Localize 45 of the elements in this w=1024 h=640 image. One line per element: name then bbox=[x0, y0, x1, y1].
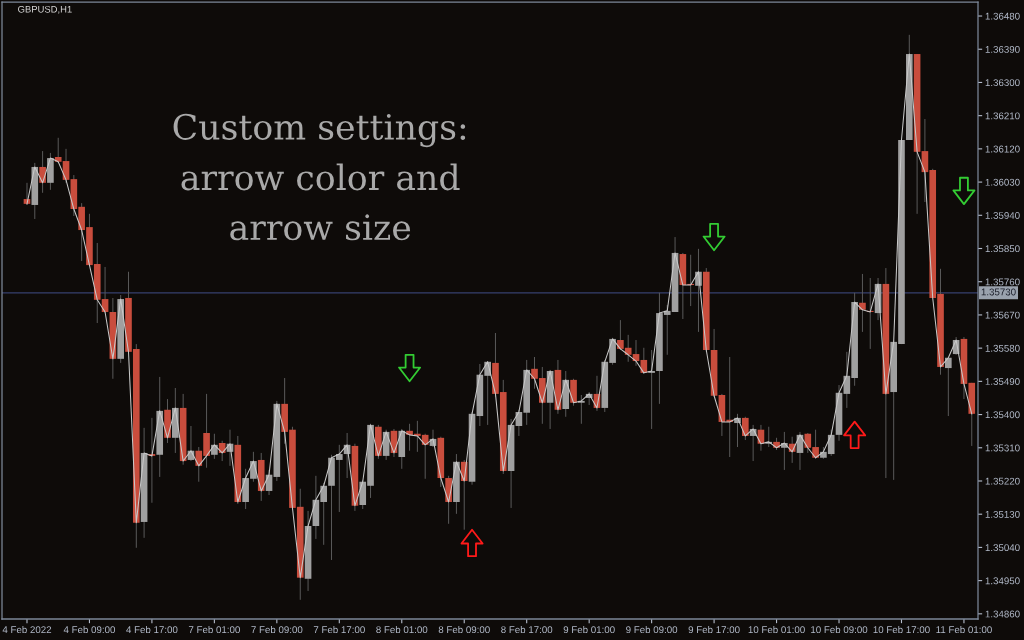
x-tick-label: 7 Feb 01:00 bbox=[188, 625, 240, 634]
y-tick-label: 1.35130 bbox=[985, 510, 1020, 518]
y-tick-label: 1.36030 bbox=[985, 178, 1020, 186]
y-tick-label: 1.36480 bbox=[985, 12, 1020, 20]
x-tick-label: 4 Feb 2022 bbox=[2, 625, 52, 634]
y-tick-label: 1.35760 bbox=[985, 278, 1020, 286]
x-tick-label: 9 Feb 09:00 bbox=[626, 625, 678, 634]
candlestick bbox=[570, 378, 577, 407]
x-tick-label: 7 Feb 17:00 bbox=[313, 625, 365, 634]
y-tick-label: 1.35400 bbox=[985, 411, 1020, 419]
y-tick-label: 1.36120 bbox=[985, 145, 1020, 153]
x-tick-label: 8 Feb 01:00 bbox=[376, 625, 428, 634]
chart-title: GBPUSD,H1 bbox=[18, 5, 72, 14]
y-tick-label: 1.35220 bbox=[985, 477, 1020, 485]
x-tick-label: 8 Feb 09:00 bbox=[438, 625, 490, 634]
y-tick-label: 1.35670 bbox=[985, 311, 1020, 319]
x-tick-label: 10 Feb 17:00 bbox=[873, 625, 930, 634]
x-tick-label: 10 Feb 09:00 bbox=[811, 625, 868, 634]
annotation: Custom settings: arrow color and arrow size bbox=[173, 113, 466, 241]
y-tick-label: 1.35940 bbox=[985, 212, 1020, 219]
y-tick-label: 1.35040 bbox=[985, 544, 1020, 552]
y-tick-label: 1.35850 bbox=[985, 245, 1020, 253]
x-tick-label: 10 Feb 01:00 bbox=[748, 625, 805, 634]
y-tick-label: 1.36300 bbox=[985, 79, 1020, 87]
point bbox=[460, 528, 484, 558]
point bbox=[843, 420, 867, 449]
y-tick-label: 1.36390 bbox=[985, 45, 1020, 53]
x-tick-label: 9 Feb 17:00 bbox=[688, 625, 740, 634]
y-tick-label: 1.35310 bbox=[985, 444, 1020, 452]
x-tick-label: 8 Feb 17:00 bbox=[501, 625, 553, 634]
y-tick-label: 1.34860 bbox=[985, 610, 1020, 618]
point bbox=[952, 176, 976, 206]
y-tick-label: 1.34950 bbox=[985, 577, 1020, 585]
x-tick-label: 9 Feb 01:00 bbox=[563, 625, 615, 634]
x-tick-label: 4 Feb 09:00 bbox=[63, 625, 116, 634]
y-tick-label: 1.35580 bbox=[985, 344, 1020, 352]
x-tick-label: 11 Feb 01:00 bbox=[936, 625, 992, 634]
x-tick-label: 4 Feb 17:00 bbox=[126, 625, 178, 634]
y-tick-label: 1.35490 bbox=[985, 378, 1020, 385]
y-tick-label: 1.36210 bbox=[985, 112, 1020, 120]
ref-line-label: 1.35730 bbox=[981, 288, 1016, 296]
candlestick bbox=[945, 357, 952, 417]
point bbox=[702, 222, 726, 252]
x-tick-label: 7 Feb 09:00 bbox=[251, 625, 303, 634]
point bbox=[398, 353, 422, 383]
